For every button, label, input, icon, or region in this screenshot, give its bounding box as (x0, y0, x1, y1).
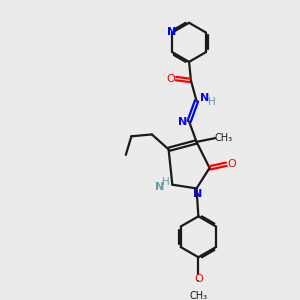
Text: N: N (200, 93, 209, 103)
Text: N: N (155, 182, 164, 191)
Text: N: N (178, 117, 187, 127)
Text: H: H (162, 177, 170, 187)
Text: N: N (193, 189, 202, 199)
Text: CH₃: CH₃ (189, 291, 207, 300)
Text: CH₃: CH₃ (214, 133, 232, 143)
Text: N: N (167, 27, 176, 37)
Text: O: O (166, 74, 175, 84)
Text: H: H (208, 97, 216, 107)
Text: O: O (194, 274, 203, 284)
Text: O: O (227, 159, 236, 169)
